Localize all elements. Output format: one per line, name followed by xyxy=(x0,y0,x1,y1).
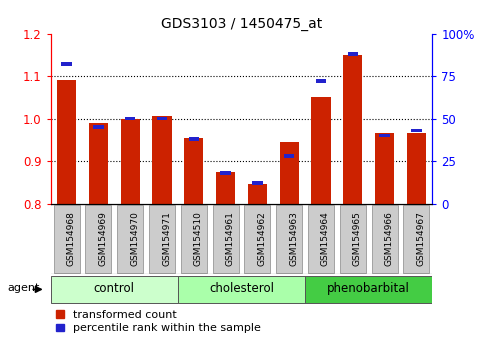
Text: GSM154963: GSM154963 xyxy=(289,211,298,267)
Bar xyxy=(181,205,207,273)
Text: GSM154964: GSM154964 xyxy=(321,212,330,266)
Bar xyxy=(411,129,422,132)
Bar xyxy=(185,138,203,204)
Text: GSM154969: GSM154969 xyxy=(99,211,107,267)
Bar xyxy=(284,154,295,158)
Bar xyxy=(93,125,104,129)
Bar xyxy=(213,205,239,273)
Text: GSM154966: GSM154966 xyxy=(384,211,394,267)
Bar xyxy=(276,205,302,273)
Bar xyxy=(379,134,390,137)
Bar xyxy=(252,181,263,185)
Bar xyxy=(157,117,167,120)
Text: phenobarbital: phenobarbital xyxy=(327,282,410,295)
Bar xyxy=(308,205,334,273)
Bar xyxy=(153,116,171,204)
Bar xyxy=(117,205,143,273)
Bar xyxy=(340,205,366,273)
Bar xyxy=(89,123,108,204)
Bar xyxy=(220,171,231,175)
Bar xyxy=(54,205,80,273)
Text: cholesterol: cholesterol xyxy=(209,282,274,295)
Bar xyxy=(312,97,330,204)
Bar xyxy=(403,205,429,273)
Text: control: control xyxy=(94,282,135,295)
Bar xyxy=(343,55,362,204)
Bar xyxy=(188,137,199,141)
Bar xyxy=(248,184,267,204)
Bar xyxy=(121,119,140,204)
Bar xyxy=(61,62,72,66)
Bar xyxy=(57,80,76,204)
Bar xyxy=(348,52,358,56)
Bar xyxy=(316,79,326,83)
Legend: transformed count, percentile rank within the sample: transformed count, percentile rank withi… xyxy=(57,310,261,333)
Text: GSM154510: GSM154510 xyxy=(194,211,203,267)
Bar xyxy=(216,172,235,204)
Bar xyxy=(149,205,175,273)
Bar xyxy=(178,276,305,303)
Text: GSM154971: GSM154971 xyxy=(162,211,171,267)
Bar xyxy=(375,133,394,204)
Text: GSM154965: GSM154965 xyxy=(353,211,362,267)
Bar xyxy=(280,142,298,204)
Bar xyxy=(244,205,270,273)
Bar xyxy=(125,117,135,120)
Bar xyxy=(371,205,398,273)
Title: GDS3103 / 1450475_at: GDS3103 / 1450475_at xyxy=(161,17,322,31)
Bar xyxy=(85,205,112,273)
Bar xyxy=(51,276,178,303)
Text: GSM154970: GSM154970 xyxy=(130,211,139,267)
Bar xyxy=(407,133,426,204)
Text: GSM154961: GSM154961 xyxy=(226,211,235,267)
Bar xyxy=(305,276,432,303)
Text: GSM154962: GSM154962 xyxy=(257,212,267,266)
Text: agent: agent xyxy=(8,283,40,293)
Text: GSM154968: GSM154968 xyxy=(67,211,76,267)
Text: GSM154967: GSM154967 xyxy=(416,211,426,267)
